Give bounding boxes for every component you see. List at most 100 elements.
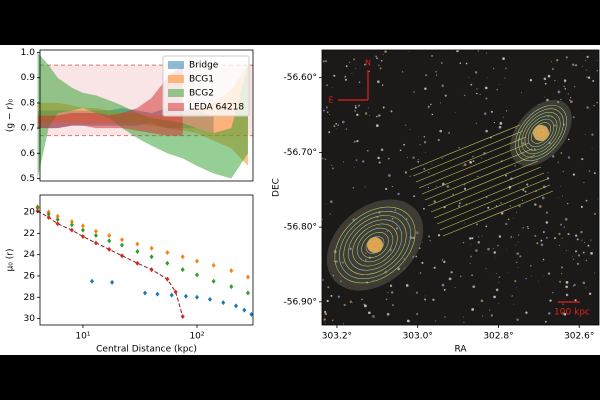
legend-label: BCG2 [189,89,214,99]
star [448,132,450,134]
star [592,79,595,82]
star [416,231,419,235]
star [489,309,491,311]
contour [339,210,411,280]
bridge-contour [409,124,521,171]
marker [194,258,199,264]
contour [347,219,403,271]
star [417,161,420,163]
star [573,283,576,287]
star [586,55,589,59]
x-tick-label: 302.8° [483,332,513,342]
star [520,92,522,93]
star [585,69,587,71]
star [372,279,374,282]
star [328,131,331,134]
star [406,156,408,158]
marker [119,253,124,259]
bridge-contour [436,178,548,225]
star [562,170,564,173]
legend-label: BCG1 [189,75,214,85]
star [564,217,568,221]
marker [234,303,239,309]
star [458,146,460,149]
y-tick-label: -56.90° [283,297,317,307]
y-axis-label: μ₀ (r) [6,249,16,272]
star [493,121,495,124]
star [568,250,569,252]
star [378,161,381,164]
star [389,284,393,288]
star [471,308,475,311]
star [562,195,564,197]
star [522,227,525,229]
axes-frame [39,49,254,182]
star [494,257,496,259]
star [522,189,525,192]
star [472,160,475,163]
star [547,272,551,275]
star [358,81,361,83]
marker [93,232,98,238]
contour [343,215,407,275]
star [498,125,502,129]
star [585,60,587,62]
star [464,222,466,224]
star [421,261,424,264]
star [423,207,425,210]
star [495,272,497,275]
star [534,234,537,237]
star [477,304,479,306]
star [427,107,429,109]
star [522,142,525,145]
bridge-contour [421,148,533,195]
star [542,258,545,261]
star [415,291,419,294]
star [324,312,328,316]
star [563,312,567,316]
star [564,81,566,83]
star [522,165,524,167]
star [403,267,406,270]
star [588,170,591,172]
star [570,97,572,99]
star [367,107,369,109]
star [386,230,389,233]
star [339,280,342,283]
star [575,234,578,237]
star [547,74,551,78]
star [525,311,528,314]
star [516,211,518,213]
star [542,261,544,262]
star [594,212,596,215]
star [343,161,345,163]
star [364,63,366,66]
star [490,110,493,113]
star [463,187,467,190]
marker [46,211,51,217]
star [424,298,427,301]
marker [245,290,250,296]
star [538,103,540,105]
star [485,267,487,270]
star [487,77,488,78]
star [498,235,502,238]
marker [135,241,140,247]
galaxy-core [533,125,549,141]
star [330,294,333,297]
star [580,230,583,234]
star [574,299,577,302]
star [568,99,571,101]
star [526,183,529,186]
star [380,148,384,151]
star [557,161,559,163]
star [470,243,472,245]
star [497,244,499,247]
star [425,74,428,77]
star [484,86,488,90]
star [515,127,517,129]
star [432,298,435,301]
star [381,84,384,86]
star [465,62,468,65]
star [356,140,359,143]
